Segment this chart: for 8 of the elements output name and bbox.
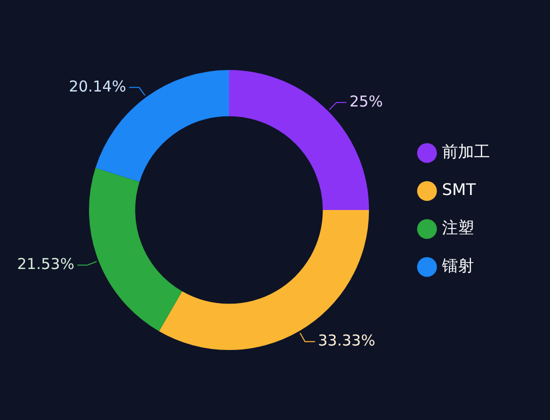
data-label: 21.53% bbox=[17, 255, 74, 273]
legend-label: SMT bbox=[442, 180, 476, 200]
data-label: 33.33% bbox=[318, 332, 376, 350]
data-label: 25% bbox=[349, 92, 383, 110]
data-label: 20.14% bbox=[68, 77, 126, 96]
legend-label: 注塑 bbox=[442, 218, 474, 238]
legend-label: 前加工 bbox=[442, 142, 490, 162]
legend-label: 镭射 bbox=[441, 256, 474, 276]
